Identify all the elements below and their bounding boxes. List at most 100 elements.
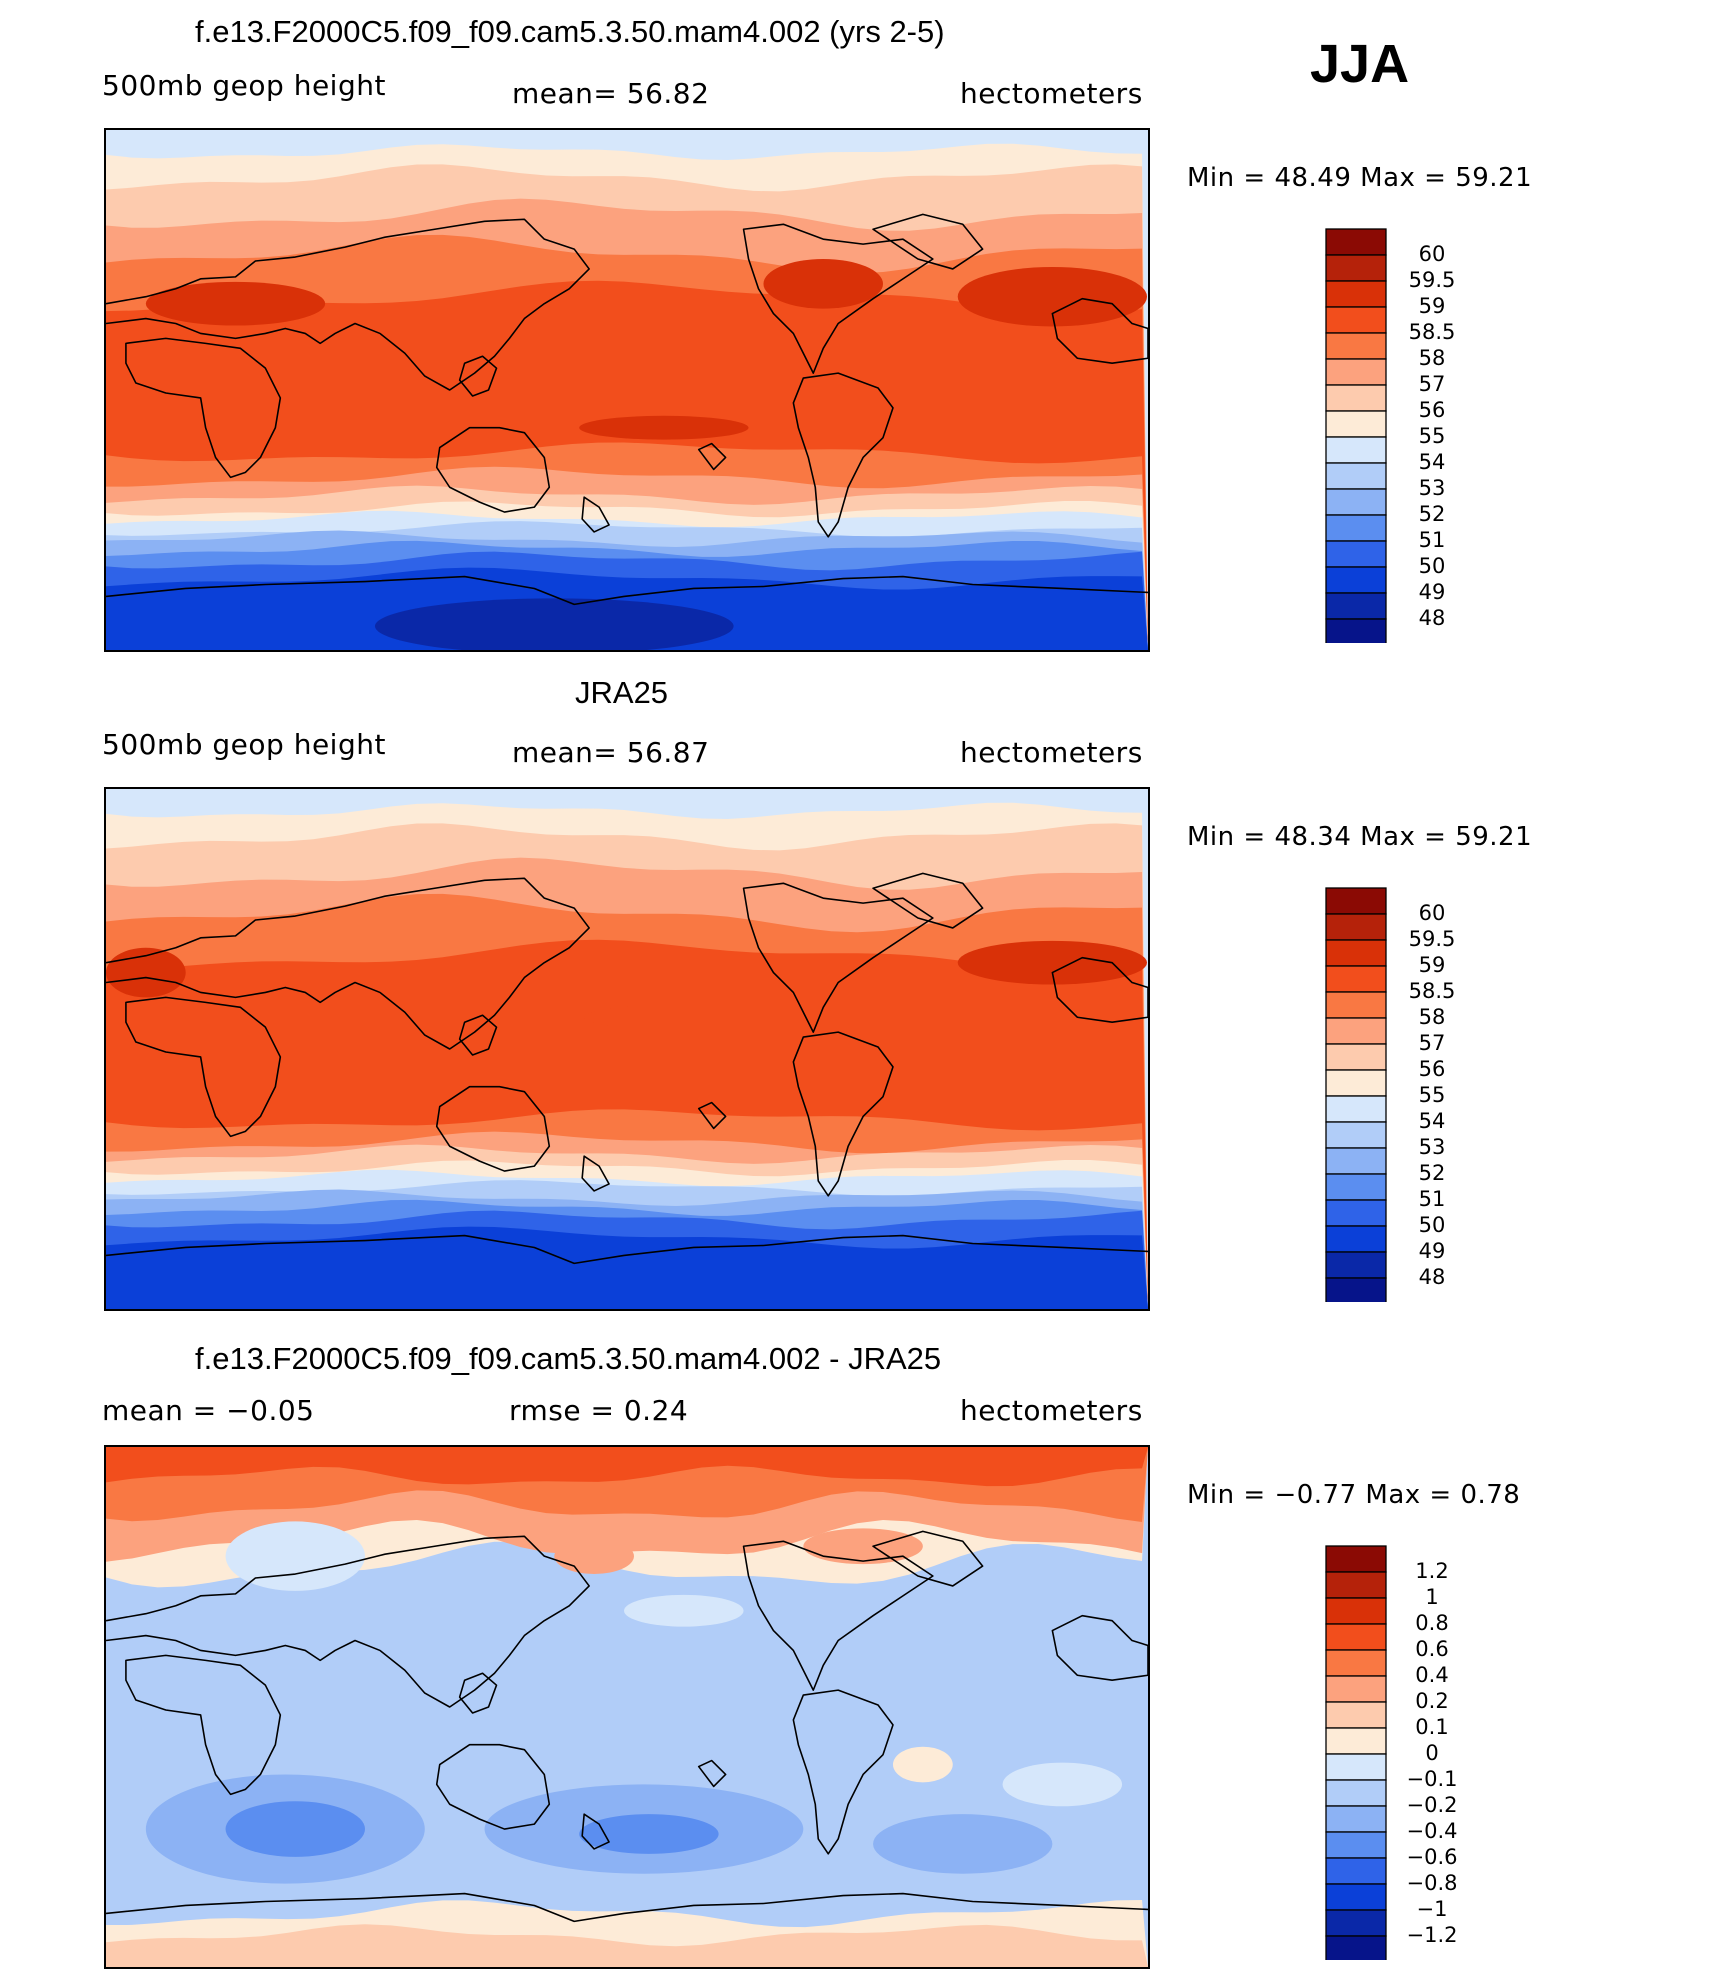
colorbar-level-label: −1.2	[1406, 1923, 1458, 1947]
colorbar-level-label: 0.8	[1415, 1611, 1449, 1635]
colorbar-swatch	[1325, 410, 1387, 438]
colorbar-swatch	[1325, 1121, 1387, 1149]
colorbar-level-label: 0	[1425, 1741, 1439, 1765]
coastline	[106, 872, 1148, 1265]
colorbar-swatch	[1325, 1017, 1387, 1045]
colorbar-level-label: 54	[1418, 1109, 1446, 1133]
colorbar-swatch	[1325, 1649, 1387, 1677]
map-plot	[104, 787, 1150, 1311]
colorbar-swatch	[1325, 280, 1387, 308]
colorbar-level-label: 52	[1418, 1161, 1446, 1185]
colorbar-level-label: 0.6	[1415, 1637, 1449, 1661]
colorbar-swatch	[1325, 228, 1387, 256]
units-label: hectometers	[960, 1394, 1143, 1427]
colorbar-level-label: 58.5	[1408, 979, 1456, 1003]
colorbar-level-label: 51	[1418, 1187, 1446, 1211]
colorbar-level-label: 60	[1418, 242, 1446, 266]
mean-label: mean= 56.87	[512, 736, 710, 769]
colorbar-swatch	[1325, 1571, 1387, 1599]
colorbar-swatch	[1325, 1277, 1387, 1302]
min-max-label: Min = −0.77 Max = 0.78	[1187, 1480, 1521, 1510]
colorbar-swatch	[1325, 436, 1387, 464]
map-plot	[104, 1445, 1150, 1969]
variable-label: 500mb geop height	[102, 728, 386, 761]
colorbar-swatch	[1325, 540, 1387, 568]
colorbar-level-label: 1	[1425, 1585, 1439, 1609]
colorbar-swatch	[1325, 965, 1387, 993]
colorbar-swatch	[1325, 462, 1387, 490]
colorbar-level-label: 1.2	[1415, 1559, 1449, 1583]
variable-label: 500mb geop height	[102, 69, 386, 102]
colorbar-level-label: −0.4	[1406, 1819, 1458, 1843]
colorbar-level-label: 55	[1418, 1083, 1446, 1107]
colorbar-swatch	[1325, 1675, 1387, 1703]
colorbar-level-label: 0.2	[1415, 1689, 1449, 1713]
colorbar-level-label: 59.5	[1408, 268, 1456, 292]
colorbar-level-label: 50	[1418, 554, 1446, 578]
colorbar-level-label: 59	[1418, 953, 1446, 977]
colorbar-level-label: −0.6	[1406, 1845, 1458, 1869]
colorbar-swatch	[1325, 1831, 1387, 1859]
colorbar-level-label: 53	[1418, 476, 1446, 500]
colorbar-swatch	[1325, 1199, 1387, 1227]
colorbar-level-label: 48	[1418, 606, 1446, 630]
colorbar-swatch	[1325, 254, 1387, 282]
rmse-label: rmse = 0.24	[509, 1394, 689, 1427]
colorbar-swatch	[1325, 1095, 1387, 1123]
coastline	[106, 213, 1148, 606]
colorbar-level-label: 54	[1418, 450, 1446, 474]
colorbar-level-label: 48	[1418, 1265, 1446, 1289]
colorbar-swatch	[1325, 1225, 1387, 1253]
colorbar: 1.2 1 0.8 0.6 0.4 0.2 0.1 0 −0.1 −0.2 −0.4 −0.6 −0.8…	[1325, 1545, 1458, 1960]
colorbar-swatch	[1325, 1147, 1387, 1175]
colorbar-swatch	[1325, 566, 1387, 594]
panel-title: f.e13.F2000C5.f09_f09.cam5.3.50.mam4.002…	[195, 1341, 942, 1376]
colorbar-swatch	[1325, 488, 1387, 516]
contour-field	[106, 1447, 1148, 1967]
contour-field	[106, 130, 1148, 650]
colorbar-level-label: 51	[1418, 528, 1446, 552]
colorbar-swatch	[1325, 1779, 1387, 1807]
colorbar-swatch	[1325, 939, 1387, 967]
colorbar-level-label: 0.1	[1415, 1715, 1449, 1739]
colorbar-level-label: 56	[1418, 398, 1446, 422]
map-plot	[104, 128, 1150, 652]
colorbar-swatch	[1325, 358, 1387, 386]
colorbar-level-label: 50	[1418, 1213, 1446, 1237]
colorbar-swatch	[1325, 384, 1387, 412]
colorbar-level-label: 49	[1418, 1239, 1446, 1263]
colorbar-level-label: 53	[1418, 1135, 1446, 1159]
colorbar-swatch	[1325, 1173, 1387, 1201]
colorbar-level-label: −0.2	[1406, 1793, 1458, 1817]
colorbar-level-label: 56	[1418, 1057, 1446, 1081]
colorbar-swatch	[1325, 1805, 1387, 1833]
colorbar-level-label: 59	[1418, 294, 1446, 318]
mean-label: mean= 56.82	[512, 77, 710, 110]
colorbar-swatch	[1325, 1935, 1387, 1960]
colorbar-swatch	[1325, 1883, 1387, 1911]
panel-title: f.e13.F2000C5.f09_f09.cam5.3.50.mam4.002…	[195, 14, 945, 49]
colorbar-level-label: 0.4	[1415, 1663, 1449, 1687]
colorbar-level-label: 57	[1418, 372, 1446, 396]
colorbar-swatch	[1325, 991, 1387, 1019]
colorbar-level-label: 57	[1418, 1031, 1446, 1055]
coastline	[106, 1530, 1148, 1923]
colorbar-swatch	[1325, 1701, 1387, 1729]
colorbar-level-label: 58	[1418, 1005, 1446, 1029]
colorbar-level-label: −0.8	[1406, 1871, 1458, 1895]
colorbar-swatch	[1325, 332, 1387, 360]
units-label: hectometers	[960, 77, 1143, 110]
colorbar-level-label: 58	[1418, 346, 1446, 370]
colorbar-swatch	[1325, 1727, 1387, 1755]
colorbar-swatch	[1325, 1623, 1387, 1651]
colorbar-swatch	[1325, 1909, 1387, 1937]
colorbar-level-label: 49	[1418, 580, 1446, 604]
colorbar-level-label: 60	[1418, 901, 1446, 925]
colorbar-level-label: −1	[1416, 1897, 1448, 1921]
colorbar-swatch	[1325, 1753, 1387, 1781]
colorbar-swatch	[1325, 1597, 1387, 1625]
units-label: hectometers	[960, 736, 1143, 769]
colorbar-level-label: −0.1	[1406, 1767, 1458, 1791]
colorbar-swatch	[1325, 592, 1387, 620]
colorbar-level-label: 55	[1418, 424, 1446, 448]
